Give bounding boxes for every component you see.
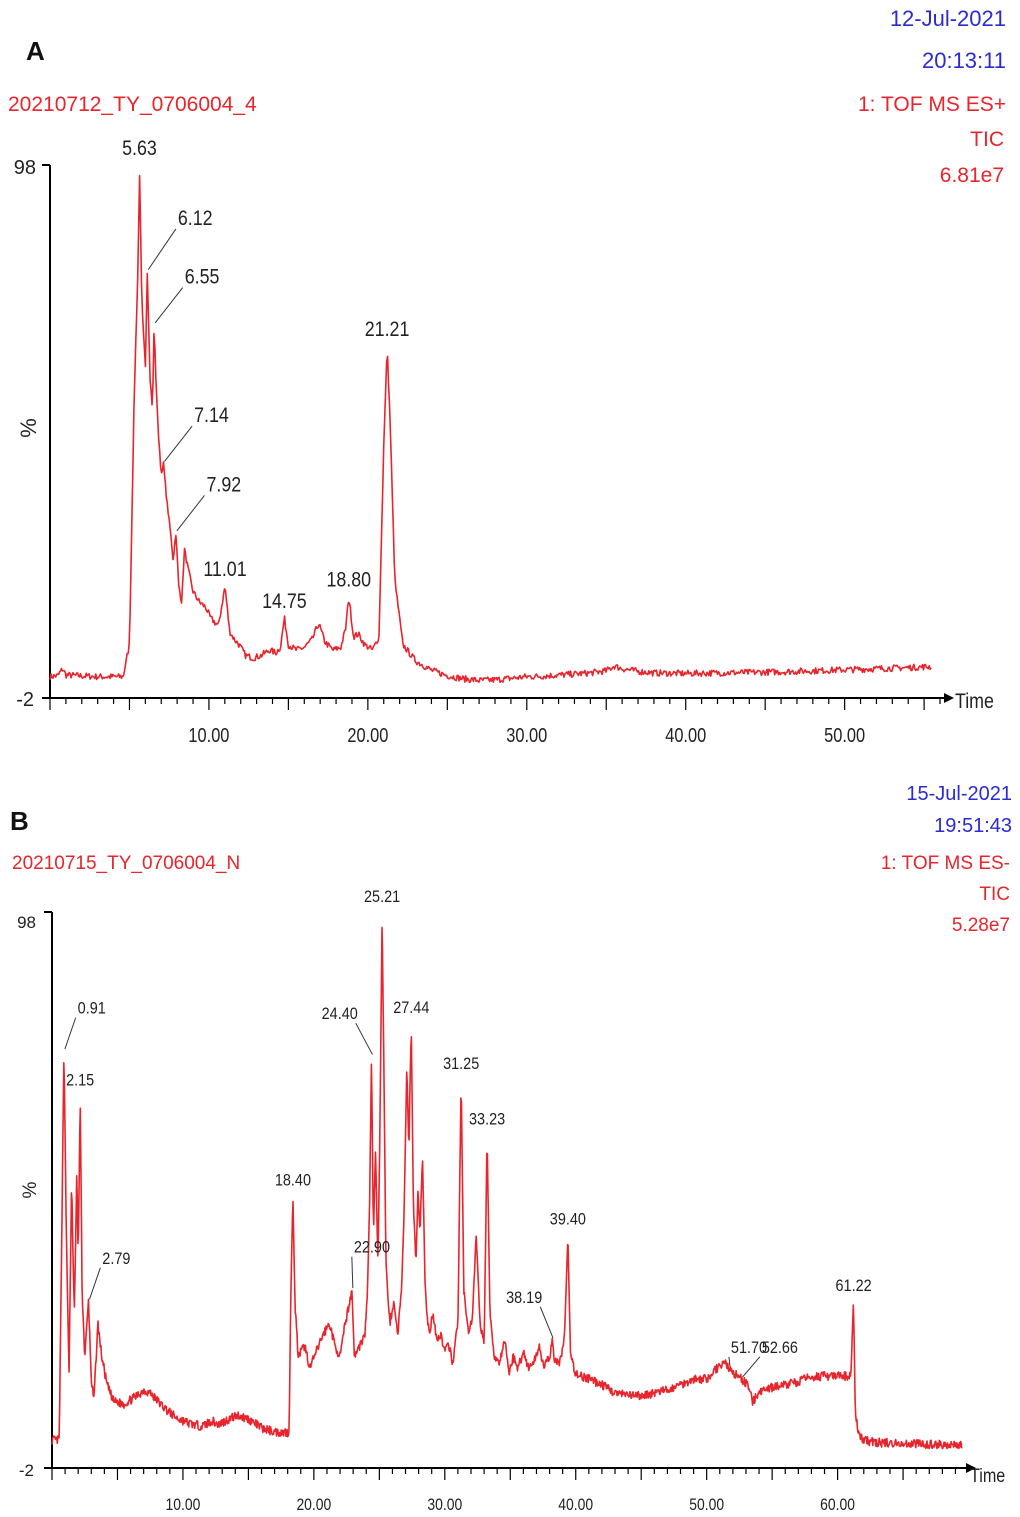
x-tick-label-a: 30.00 (506, 723, 547, 746)
peak-label-b: 22.90 (354, 1239, 390, 1257)
panel-label-a: A (26, 36, 45, 66)
peak-label-a: 14.75 (262, 590, 307, 614)
x-tick-label-a: 20.00 (347, 723, 388, 746)
peak-label-b: 61.22 (836, 1277, 872, 1295)
peak-leader-b (728, 1356, 731, 1366)
peak-label-b: 27.44 (393, 999, 429, 1017)
peak-label-b: 24.40 (322, 1005, 358, 1023)
peak-leader-a (154, 287, 184, 324)
peak-label-b: 33.23 (469, 1110, 505, 1128)
peak-label-a: 18.80 (326, 568, 371, 592)
x-tick-label-a: 10.00 (188, 723, 229, 746)
panel-b-intensity: 5.28e7 (951, 915, 1010, 936)
y-axis-label-a: % (16, 418, 41, 438)
panel-a-trace-type: TIC (970, 128, 1004, 151)
panel-b-trace-type: TIC (979, 884, 1010, 905)
x-axis-arrow-b (966, 1463, 976, 1473)
panel-b-time: 19:51:43 (934, 815, 1012, 837)
peak-leader-b (539, 1306, 554, 1339)
peak-leader-a (147, 228, 177, 270)
peak-label-a: 6.55 (185, 265, 220, 289)
peak-label-b: 52.66 (762, 1339, 798, 1357)
x-tick-label-b: 20.00 (296, 1496, 331, 1515)
tic-trace-b (51, 926, 963, 1450)
peak-leader-b (355, 1022, 373, 1055)
panel-a-detector: 1: TOF MS ES+ (857, 93, 1006, 116)
peak-label-b: 39.40 (550, 1210, 586, 1228)
peak-label-b: 31.25 (443, 1055, 479, 1073)
x-tick-label-b: 60.00 (820, 1496, 855, 1515)
peak-label-b: 38.19 (506, 1289, 542, 1307)
panel-a-date: 12-Jul-2021 (889, 6, 1006, 31)
x-tick-label-b: 50.00 (689, 1496, 724, 1515)
y-tick-label-bottom-b: -2 (19, 1461, 34, 1480)
peak-leader-a (164, 425, 193, 462)
peak-leader-b (89, 1267, 101, 1300)
peak-leader-a (176, 495, 205, 532)
peak-leader-b (351, 1256, 354, 1289)
y-axis-label-b: % (20, 1181, 41, 1198)
y-tick-label-bottom-a: -2 (16, 689, 34, 711)
peak-label-b: 2.79 (102, 1250, 130, 1268)
peak-label-b: 0.91 (78, 1000, 106, 1018)
peak-label-a: 5.63 (122, 137, 157, 161)
x-axis-label-b: Time (970, 1465, 1005, 1487)
peak-label-a: 7.14 (194, 404, 229, 428)
x-tick-label-b: 30.00 (427, 1496, 462, 1515)
y-tick-label-top-b: 98 (17, 913, 36, 932)
panel-label-b: B (10, 806, 29, 836)
x-tick-label-b: 40.00 (558, 1496, 593, 1515)
tic-trace-a (49, 174, 932, 684)
x-axis-arrow-a (944, 693, 954, 703)
panel-a-intensity: 6.81e7 (939, 164, 1004, 187)
peak-label-b: 18.40 (275, 1172, 311, 1190)
y-tick-label-top-a: 98 (14, 157, 36, 179)
peak-label-b: 51.70 (731, 1339, 767, 1357)
panel-a-sample-name: 20210712_TY_0706004_4 (8, 93, 257, 116)
x-tick-label-a: 40.00 (665, 723, 706, 746)
chromatogram-a: 10.00 20.00 30.00 40.00 50.00 98 -2% Time 5.63 6.… (14, 137, 994, 747)
panel-a-time: 20:13:11 (921, 48, 1006, 73)
peak-label-a: 6.12 (178, 207, 213, 231)
panel-b-detector: 1: TOF MS ES- (880, 853, 1010, 874)
peak-label-b: 2.15 (66, 1071, 94, 1089)
peak-leader-b (64, 1017, 77, 1050)
x-axis-label-a: Time (955, 690, 994, 714)
peak-label-a: 11.01 (203, 558, 246, 582)
peak-label-a: 21.21 (365, 318, 410, 342)
x-tick-label-a: 50.00 (824, 723, 865, 746)
peak-label-b: 25.21 (364, 888, 400, 906)
peak-leader-b (742, 1356, 761, 1378)
panel-b-sample-name: 20210715_TY_0706004_N (12, 853, 241, 874)
panel-b-date: 15-Jul-2021 (906, 783, 1012, 805)
peak-label-a: 7.92 (206, 473, 241, 497)
x-tick-label-b: 10.00 (166, 1496, 201, 1515)
